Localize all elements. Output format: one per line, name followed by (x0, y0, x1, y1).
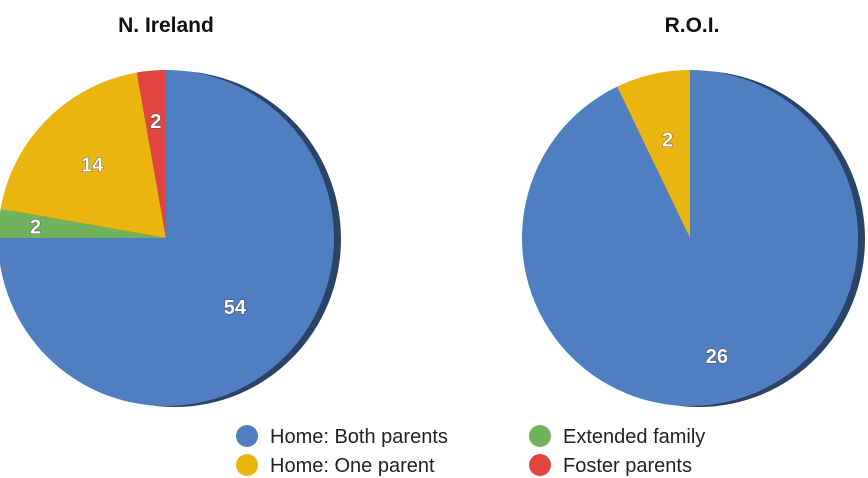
slice-label-home-both-parents: 54 (224, 297, 247, 319)
legend-item-home-both-parents: Home: Both parents (236, 425, 448, 448)
slice-label-home-both-parents: 26 (706, 346, 728, 368)
legend-label-home-both-parents: Home: Both parents (270, 426, 448, 448)
pie-slice-home-both-parents (522, 70, 859, 407)
pie-slice-extended-family (0, 208, 166, 238)
pie-chart-roi: R.O.I. 26 2 (522, 14, 865, 407)
chart-title-n-ireland: N. Ireland (118, 14, 214, 37)
chart-title-roi: R.O.I. (665, 14, 720, 37)
legend-item-extended-family: Extended family (529, 425, 705, 448)
pie-slice-foster-parents (136, 70, 166, 238)
slice-label-home-one-parent: 14 (81, 154, 104, 176)
slice-label-extended-family: 2 (30, 217, 41, 239)
pie-slice-home-one-parent (0, 72, 166, 238)
slice-label-foster-parents: 2 (150, 111, 161, 133)
legend-swatch-home-one-parent (236, 454, 258, 476)
legend-item-foster-parents: Foster parents (529, 454, 692, 477)
legend-swatch-foster-parents (529, 454, 551, 476)
legend-swatch-home-both-parents (236, 425, 258, 447)
legend-label-foster-parents: Foster parents (563, 455, 692, 477)
slice-label-home-one-parent: 2 (662, 130, 673, 152)
pie-slice-home-both-parents (0, 70, 334, 406)
pie-chart-n-ireland: N. Ireland 54 2 14 2 (0, 14, 341, 407)
legend-item-home-one-parent: Home: One parent (236, 454, 435, 477)
pie-slice-home-one-parent (617, 70, 690, 238)
legend: Home: Both parents Extended family Home:… (236, 425, 705, 477)
legend-swatch-extended-family (529, 425, 551, 447)
legend-label-home-one-parent: Home: One parent (270, 455, 435, 477)
legend-label-extended-family: Extended family (563, 426, 705, 448)
